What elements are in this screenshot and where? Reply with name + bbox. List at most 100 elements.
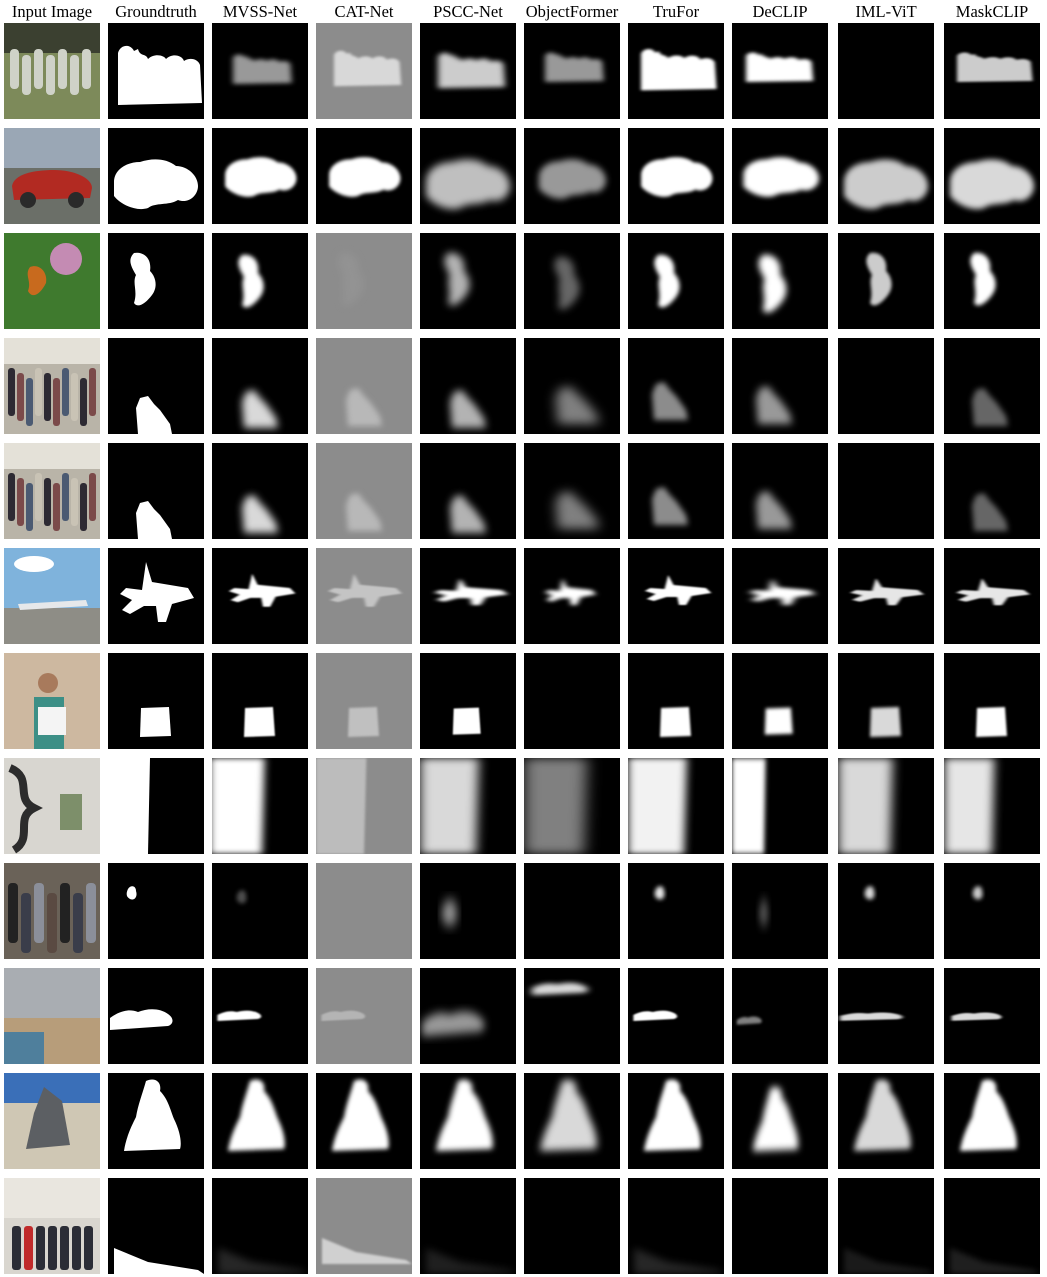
cell-beach-trufor [628, 968, 724, 1064]
predicted-mask [212, 863, 308, 959]
predicted-mask [944, 338, 1040, 434]
cell-soldiers-cat [316, 23, 412, 119]
cell-crowd-hall-2-cat [316, 443, 412, 539]
cell-crowd-hall-2-gt [108, 443, 204, 539]
predicted-mask [838, 443, 934, 539]
cell-group-meeting-declip [732, 863, 828, 959]
predicted-mask [316, 758, 412, 854]
cell-women-certificate-imlvit [838, 653, 934, 749]
input-image [4, 23, 100, 119]
cell-airplane-maskclip [944, 548, 1040, 644]
input-image [4, 338, 100, 434]
predicted-mask [524, 548, 620, 644]
cell-women-certificate-objectformer [524, 653, 620, 749]
predicted-mask [420, 758, 516, 854]
cell-group-meeting-maskclip [944, 863, 1040, 959]
predicted-mask [838, 233, 934, 329]
cell-crowd-hall-1-pscc [420, 338, 516, 434]
cell-butterfly-declip [732, 233, 828, 329]
predicted-mask [212, 968, 308, 1064]
column-header-mvss: MVSS-Net [222, 2, 298, 21]
cell-beach-declip [732, 968, 828, 1064]
cell-crowd-hall-1-imlvit [838, 338, 934, 434]
column-header-pscc: PSCC-Net [433, 2, 503, 21]
predicted-mask [838, 338, 934, 434]
cell-crowd-hall-2-objectformer [524, 443, 620, 539]
predicted-mask [420, 548, 516, 644]
cell-sculpture-room-objectformer [524, 758, 620, 854]
groundtruth-mask [108, 968, 204, 1064]
predicted-mask [732, 863, 828, 959]
cell-group-meeting-input [4, 863, 100, 959]
cell-sculpture-room-declip [732, 758, 828, 854]
predicted-mask [420, 443, 516, 539]
cell-butterfly-maskclip [944, 233, 1040, 329]
cell-monument-cat [316, 1073, 412, 1169]
cell-red-car-cat [316, 128, 412, 224]
predicted-mask [420, 23, 516, 119]
cell-red-car-declip [732, 128, 828, 224]
predicted-mask [838, 1178, 934, 1274]
cell-crowd-hall-1-trufor [628, 338, 724, 434]
predicted-mask [524, 1178, 620, 1274]
predicted-mask [524, 863, 620, 959]
predicted-mask [838, 653, 934, 749]
predicted-mask [212, 338, 308, 434]
predicted-mask [212, 1073, 308, 1169]
cell-women-certificate-gt [108, 653, 204, 749]
cell-group-photo-input [4, 1178, 100, 1274]
cell-crowd-hall-1-objectformer [524, 338, 620, 434]
cell-group-photo-mvss [212, 1178, 308, 1274]
cell-airplane-objectformer [524, 548, 620, 644]
predicted-mask [524, 443, 620, 539]
groundtruth-mask [108, 1178, 204, 1274]
cell-airplane-pscc [420, 548, 516, 644]
cell-soldiers-input [4, 23, 100, 119]
cell-group-meeting-pscc [420, 863, 516, 959]
predicted-mask [628, 548, 724, 644]
predicted-mask [628, 863, 724, 959]
predicted-mask [628, 1178, 724, 1274]
predicted-mask [838, 863, 934, 959]
cell-airplane-mvss [212, 548, 308, 644]
cell-sculpture-room-trufor [628, 758, 724, 854]
column-header-declip: DeCLIP [752, 2, 808, 21]
cell-monument-trufor [628, 1073, 724, 1169]
groundtruth-mask [108, 863, 204, 959]
predicted-mask [944, 443, 1040, 539]
predicted-mask [212, 653, 308, 749]
predicted-mask [212, 443, 308, 539]
predicted-mask [420, 1073, 516, 1169]
predicted-mask [944, 233, 1040, 329]
cell-crowd-hall-2-input [4, 443, 100, 539]
input-image [4, 1178, 100, 1274]
predicted-mask [944, 128, 1040, 224]
cell-group-photo-cat [316, 1178, 412, 1274]
groundtruth-mask [108, 128, 204, 224]
cell-women-certificate-maskclip [944, 653, 1040, 749]
cell-women-certificate-mvss [212, 653, 308, 749]
predicted-mask [732, 338, 828, 434]
cell-monument-maskclip [944, 1073, 1040, 1169]
predicted-mask [732, 758, 828, 854]
input-image [4, 128, 100, 224]
predicted-mask [212, 1178, 308, 1274]
cell-butterfly-imlvit [838, 233, 934, 329]
input-image [4, 548, 100, 644]
cell-group-meeting-imlvit [838, 863, 934, 959]
cell-group-photo-declip [732, 1178, 828, 1274]
cell-red-car-gt [108, 128, 204, 224]
cell-airplane-trufor [628, 548, 724, 644]
cell-red-car-objectformer [524, 128, 620, 224]
cell-butterfly-input [4, 233, 100, 329]
cell-airplane-cat [316, 548, 412, 644]
cell-red-car-pscc [420, 128, 516, 224]
predicted-mask [732, 443, 828, 539]
predicted-mask [628, 23, 724, 119]
cell-crowd-hall-2-pscc [420, 443, 516, 539]
predicted-mask [628, 443, 724, 539]
cell-butterfly-cat [316, 233, 412, 329]
cell-crowd-hall-1-gt [108, 338, 204, 434]
predicted-mask [316, 1073, 412, 1169]
predicted-mask [524, 338, 620, 434]
